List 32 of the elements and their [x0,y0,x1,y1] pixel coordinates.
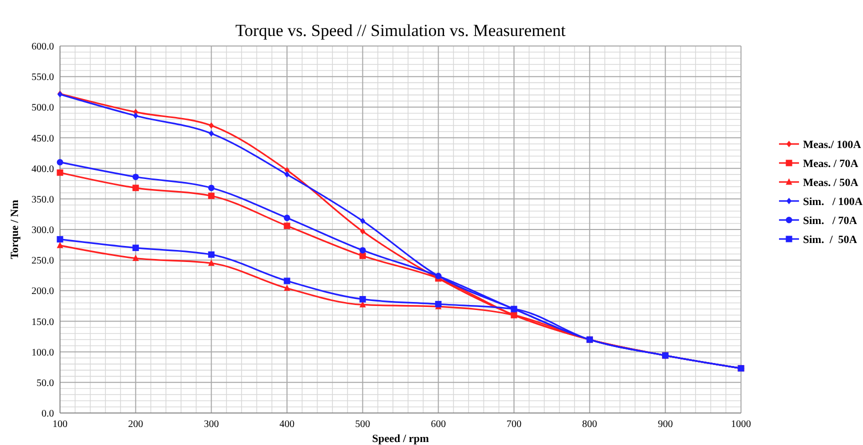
x-tick-label: 200 [128,419,144,430]
y-tick-label: 150.0 [32,316,54,328]
x-tick-label: 900 [658,419,673,430]
y-tick-label: 200.0 [32,286,54,298]
x-tick-label: 700 [506,419,522,430]
legend-label: Sim. / 70A [803,215,858,227]
x-tick-label: 600 [430,419,446,430]
legend-label: Sim. / 50A [803,234,858,246]
chart-title: Torque vs. Speed // Simulation vs. Measurement [235,21,566,40]
legend-label: Meas. / 50A [803,177,858,189]
y-tick-label: 100.0 [32,347,54,358]
y-tick-label: 600.0 [32,42,54,52]
y-tick-label: 350.0 [32,194,54,206]
y-tick-label: 500.0 [32,102,54,114]
y-tick-label: 250.0 [32,256,54,267]
x-tick-label: 400 [280,419,294,430]
y-tick-label: 450.0 [32,133,54,144]
x-tick-label: 1000 [731,419,751,430]
y-tick-label: 300.0 [32,225,54,236]
legend-label: Sim. / 100A [803,196,863,208]
x-axis-title: Speed / rpm [372,433,429,445]
x-tick-label: 100 [52,419,68,430]
y-axis-title: Torque / Nm [9,200,21,260]
y-tick-label: 400.0 [32,164,54,175]
x-tick-label: 800 [582,419,598,430]
legend-label: Meas./ 100A [803,139,862,151]
y-tick-label: 0.0 [42,408,54,420]
x-tick-label: 500 [355,419,370,430]
y-tick-label: 550.0 [32,72,54,84]
legend-label: Meas. / 70A [803,158,858,170]
x-tick-label: 300 [204,419,219,430]
y-tick-label: 50.0 [36,378,54,389]
